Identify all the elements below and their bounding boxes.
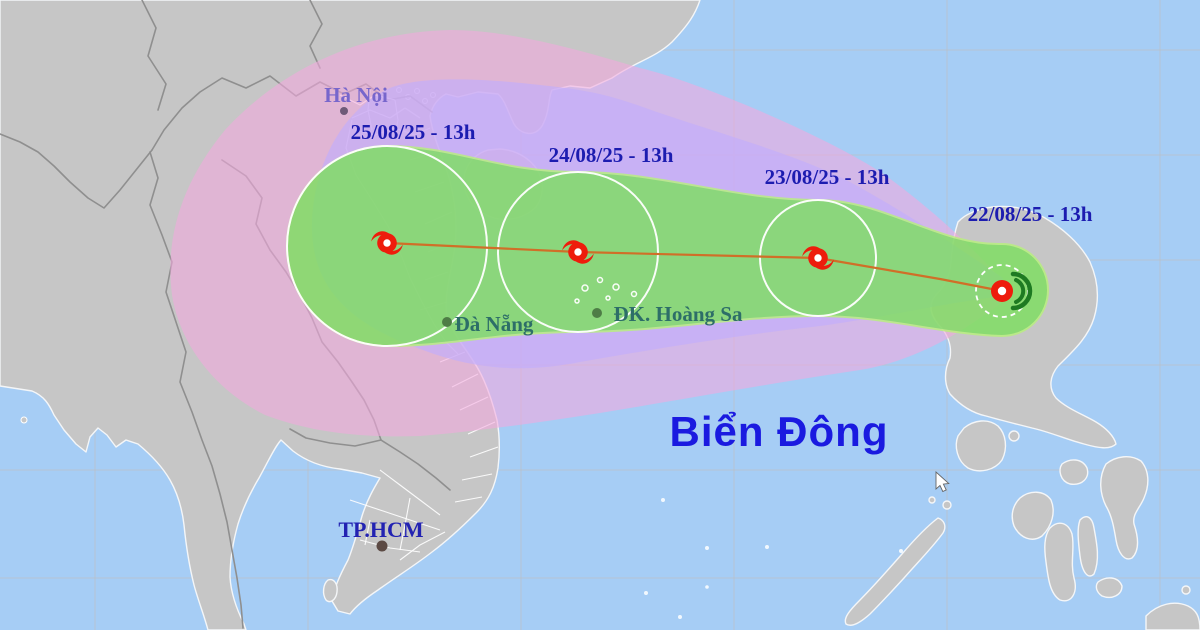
- forecast-circle-72h: [286, 145, 488, 347]
- forecast-time-label-22-08: 22/08/25 - 13h: [968, 202, 1093, 226]
- island: [942, 500, 952, 510]
- danang-dot: [442, 317, 452, 327]
- island: [1008, 430, 1020, 442]
- forecast-circle-48h: [497, 171, 659, 333]
- tphcm-dot: [376, 540, 388, 552]
- hanoi-dot: [340, 107, 348, 115]
- place-label-hoangsa: ĐK. Hoàng Sa: [614, 302, 743, 326]
- island: [1095, 577, 1123, 599]
- city-label-danang: Đà Nẵng: [455, 312, 534, 336]
- hoangsa-dot: [592, 308, 602, 318]
- island: [928, 496, 936, 504]
- island: [1077, 516, 1099, 577]
- city-label-hanoi: Hà Nội: [324, 83, 388, 107]
- sea-label: Biển Đông: [670, 408, 889, 455]
- island: [1059, 459, 1089, 485]
- forecast-circle-24h: [759, 199, 877, 317]
- island: [1100, 456, 1149, 560]
- paracel-islands: [574, 276, 638, 304]
- island: [1181, 585, 1191, 595]
- forecast-time-label-25-08: 25/08/25 - 13h: [351, 120, 476, 144]
- spratly-islands: [644, 498, 903, 619]
- island: [1011, 491, 1054, 540]
- palawan-island: [844, 517, 946, 626]
- storm-icon-current: [991, 271, 1033, 311]
- island: [20, 416, 28, 424]
- mouse-cursor-icon: [935, 470, 950, 493]
- forecast-time-label-23-08: 23/08/25 - 13h: [765, 165, 890, 189]
- island: [1044, 522, 1076, 602]
- island: [955, 420, 1007, 472]
- island: [322, 578, 338, 603]
- forecast-time-label-24-08: 24/08/25 - 13h: [549, 143, 674, 167]
- city-label-tphcm: TP.HCM: [338, 517, 424, 542]
